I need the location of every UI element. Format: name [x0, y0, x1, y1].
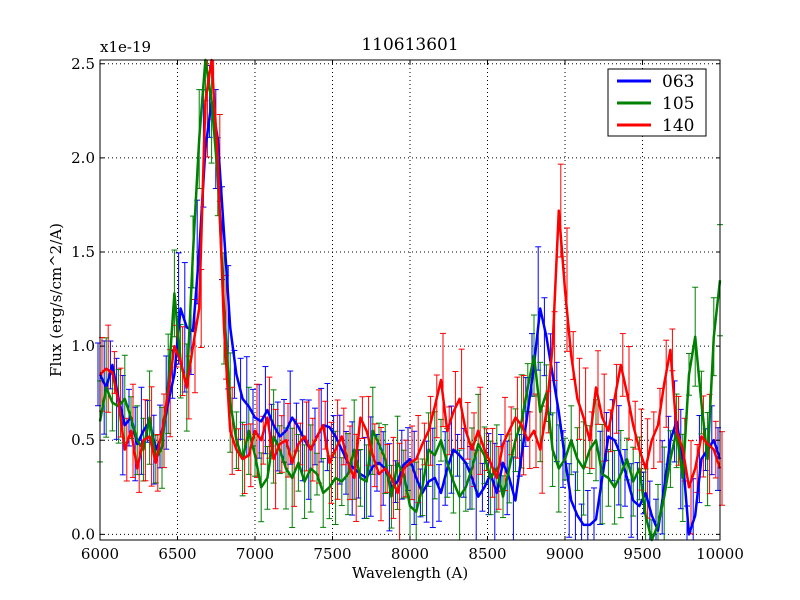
y-tick-label: 2.5	[71, 55, 95, 73]
axis-ticks: 6000 6500 7000 7500 8000 8500 9000 9500 10000 0.0…	[71, 55, 744, 563]
x-tick-label: 8000	[391, 545, 429, 563]
y-tick-label: 0.5	[71, 431, 95, 449]
x-tick-label: 9500	[623, 545, 661, 563]
y-tick-label: 0.0	[71, 525, 95, 543]
plot-area-frame	[99, 59, 721, 541]
legend-label-063: 063	[662, 72, 694, 92]
x-tick-label: 6000	[81, 545, 119, 563]
legend-label-140: 140	[662, 116, 694, 136]
x-axis-title: Wavelength (A)	[352, 564, 468, 582]
y-scale-label: x1e-19	[100, 38, 151, 56]
y-axis-title: Flux (erg/s/cm^2/A)	[47, 223, 65, 377]
x-tick-label: 7500	[313, 545, 351, 563]
x-tick-label: 6500	[158, 545, 196, 563]
chart-title: 110613601	[361, 35, 458, 55]
x-tick-label: 7000	[236, 545, 274, 563]
x-tick-label: 10000	[696, 545, 744, 563]
series-lines	[98, 58, 722, 542]
legend: 063 105 140	[607, 68, 707, 137]
legend-label-105: 105	[662, 94, 694, 114]
x-tick-label: 9000	[546, 545, 584, 563]
x-tick-label: 8500	[468, 545, 506, 563]
y-tick-label: 1.0	[71, 337, 95, 355]
y-tick-label: 2.0	[71, 149, 95, 167]
y-tick-label: 1.5	[71, 243, 95, 261]
